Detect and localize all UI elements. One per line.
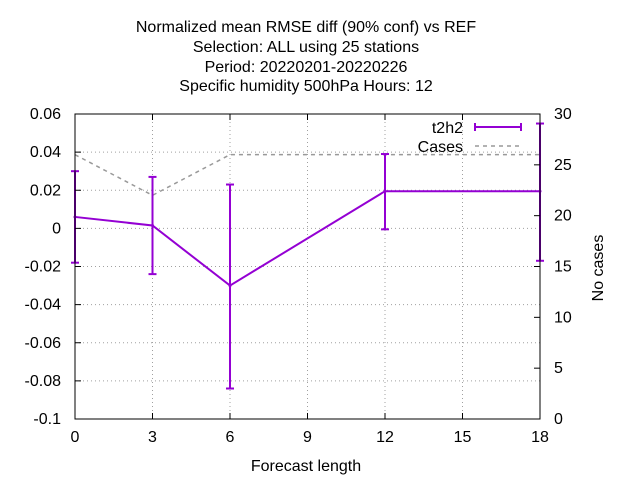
y2-tick-label: 0	[554, 411, 563, 428]
ticks	[74, 113, 541, 420]
data-point	[383, 189, 387, 193]
legend: t2h2 Cases	[418, 120, 522, 156]
y-tick-label: -0.08	[25, 373, 62, 390]
x-tick-label: 12	[376, 429, 394, 446]
y2-tick-label: 30	[554, 106, 572, 123]
data-point	[151, 224, 154, 228]
y-tick-label: -0.06	[25, 335, 62, 352]
y2-tick-label: 5	[554, 360, 563, 377]
y-tick-label: -0.1	[33, 411, 61, 428]
title-line-4: Specific humidity 500hPa Hours: 12	[179, 78, 433, 95]
x-tick-labels: 0 3 6 9 12 15 18	[71, 429, 549, 446]
y-tick-label: 0.04	[30, 144, 61, 161]
y2-axis-label: No cases	[590, 235, 607, 302]
title-line-1: Normalized mean RMSE diff (90% conf) vs …	[136, 19, 476, 36]
x-tick-label: 6	[226, 429, 235, 446]
y-tick-label: 0.02	[30, 182, 61, 199]
data-point	[228, 284, 232, 288]
x-tick-label: 18	[531, 429, 549, 446]
x-axis-label: Forecast length	[251, 458, 361, 475]
series-t2h2-line	[74, 190, 540, 287]
y2-tick-label: 20	[554, 208, 572, 225]
y2-tick-label: 15	[554, 259, 572, 276]
x-tick-label: 9	[303, 429, 312, 446]
title-line-2: Selection: ALL using 25 stations	[193, 39, 419, 56]
legend-label-cases: Cases	[418, 139, 463, 156]
y2-tick-label: 25	[554, 157, 572, 174]
title-line-3: Period: 20220201-20220226	[205, 59, 408, 76]
series-cases-line	[74, 153, 540, 197]
x-tick-label: 3	[148, 429, 157, 446]
y2-tick-labels: 0 5 10 15 20 25 30	[554, 106, 572, 428]
series-layer	[71, 122, 544, 390]
y-tick-label: -0.04	[25, 297, 62, 314]
y-tick-labels: -0.1 -0.08 -0.06 -0.04 -0.02 0 0.02 0.04 0.06	[25, 106, 62, 428]
x-tick-label: 15	[454, 429, 472, 446]
y-tick-label: 0	[52, 220, 61, 237]
grid	[75, 114, 540, 419]
chart-title: Normalized mean RMSE diff (90% conf) vs …	[136, 19, 476, 95]
y-tick-label: -0.02	[25, 259, 62, 276]
x-tick-label: 0	[71, 429, 80, 446]
legend-label-t2h2: t2h2	[432, 120, 463, 137]
y-tick-label: 0.06	[30, 106, 61, 123]
y2-tick-label: 10	[554, 309, 572, 326]
